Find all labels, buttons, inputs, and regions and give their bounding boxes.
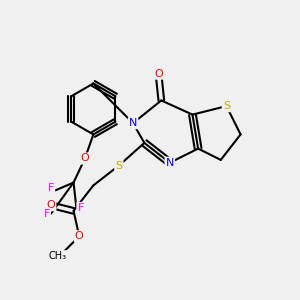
Text: O: O [154,69,163,79]
Text: O: O [80,154,89,164]
Text: F: F [48,183,54,193]
Text: CH₃: CH₃ [49,251,67,261]
Text: N: N [129,118,137,128]
Text: S: S [223,101,230,111]
Text: F: F [77,203,84,213]
Text: S: S [115,160,122,171]
Text: O: O [46,200,55,210]
Text: O: O [75,231,84,241]
Text: F: F [44,209,50,219]
Text: N: N [166,158,174,168]
